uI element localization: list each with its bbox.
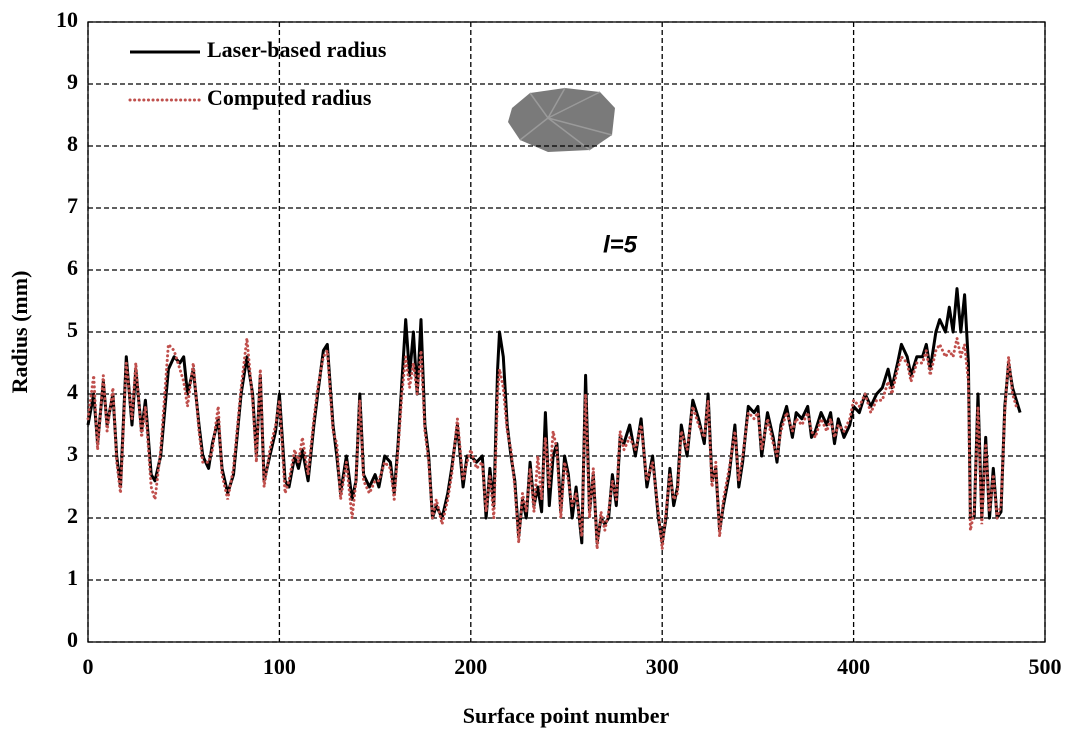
y-tick-label: 0 (67, 627, 78, 652)
series-line (86, 337, 1022, 550)
legend-label: Computed radius (207, 85, 372, 110)
x-tick-label: 200 (454, 654, 487, 679)
y-tick-label: 7 (67, 193, 78, 218)
legend-label: Laser-based radius (207, 37, 387, 62)
y-tick-label: 5 (67, 317, 78, 342)
plot-frame (87, 21, 1046, 643)
y-tick-label: 10 (56, 7, 78, 32)
x-tick-label: 0 (83, 654, 94, 679)
annotation: l=5 (603, 231, 638, 258)
y-tick-label: 1 (67, 565, 78, 590)
y-tick-label: 3 (67, 441, 78, 466)
y-tick-label: 8 (67, 131, 78, 156)
x-tick-label: 100 (263, 654, 296, 679)
y-tick-label: 2 (67, 503, 78, 528)
series-line (86, 287, 1022, 545)
x-tick-label: 400 (837, 654, 870, 679)
y-tick-label: 9 (67, 69, 78, 94)
x-axis-label: Surface point number (463, 703, 670, 728)
rock-image (508, 87, 615, 152)
y-axis-label: Radius (mm) (7, 271, 32, 394)
x-tick-label: 500 (1029, 654, 1062, 679)
y-tick-label: 6 (67, 255, 78, 280)
y-tick-label: 4 (67, 379, 78, 404)
x-tick-label: 300 (646, 654, 679, 679)
